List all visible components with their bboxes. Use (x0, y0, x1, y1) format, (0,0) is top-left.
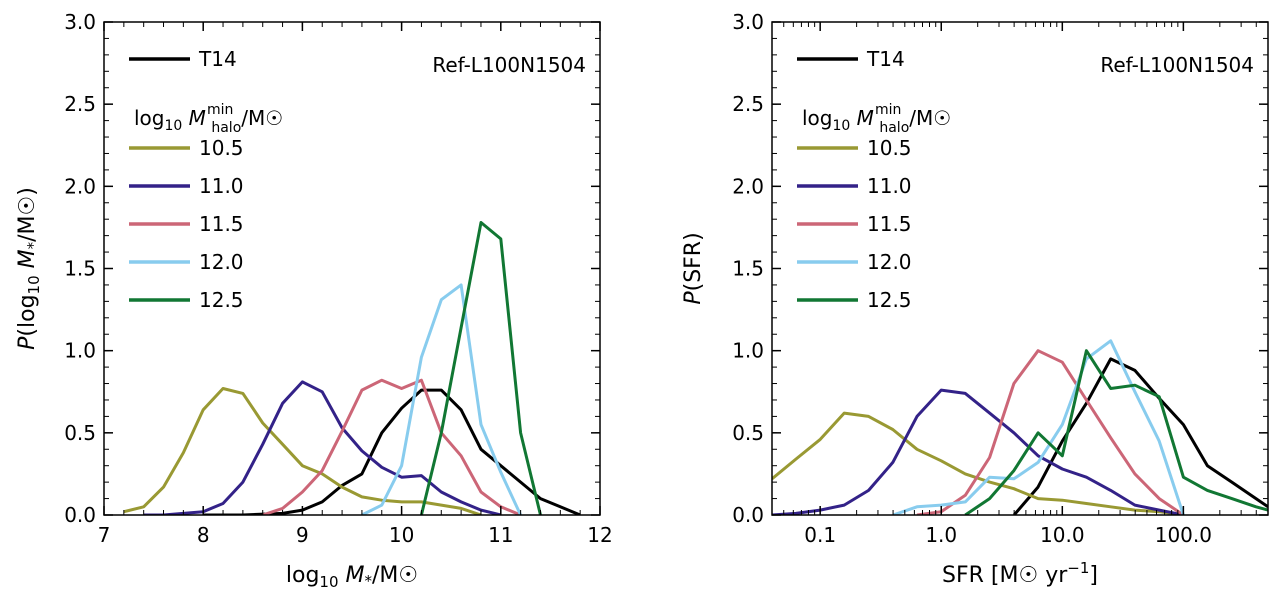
y-axis-label: P(log10 M*/M☉) (15, 187, 43, 350)
y-tick-label: 1.5 (64, 257, 96, 281)
legend-label-10.5: 10.5 (867, 136, 912, 160)
series-group (772, 341, 1268, 515)
x-tick-label: 10.0 (1040, 523, 1085, 547)
x-tick-label: 12 (587, 523, 612, 547)
series-line-12.5 (421, 223, 540, 516)
legend-label-12.0: 12.0 (867, 250, 912, 274)
y-tick-label: 2.5 (64, 92, 96, 116)
y-tick-label: 0.0 (64, 503, 96, 527)
legend-label-T14: T14 (198, 47, 237, 71)
legend: T14 log10 Mmin halo/M☉10.5 11.0 11.5 12.0 12.5 (129, 47, 283, 312)
x-tick-label: 1.0 (925, 523, 957, 547)
legend-label-12.0: 12.0 (199, 250, 244, 274)
y-tick-label: 1.0 (64, 339, 96, 363)
annotation-label: Ref-L100N1504 (1100, 53, 1254, 77)
series-line-T14 (1014, 359, 1268, 515)
y-tick-label: 2.5 (732, 92, 764, 116)
x-axis-label: log10 M*/M☉ (286, 563, 418, 591)
y-axis-label: P(SFR) (681, 232, 706, 304)
x-tick-label: 11 (488, 523, 513, 547)
legend-title: log10 Mmin halo/M☉ (802, 102, 951, 136)
legend-label-12.5: 12.5 (199, 288, 244, 312)
legend-label-T14: T14 (866, 47, 905, 71)
y-tick-label: 2.0 (64, 174, 96, 198)
y-tick-label: 1.5 (732, 257, 764, 281)
y-tick-label: 0.0 (732, 503, 764, 527)
legend-label-11.5: 11.5 (867, 212, 912, 236)
y-tick-label: 0.5 (732, 421, 764, 445)
legend-label-10.5: 10.5 (199, 136, 244, 160)
legend-title: log10 Mmin halo/M☉ (134, 102, 283, 136)
legend: T14 log10 Mmin halo/M☉10.5 11.0 11.5 12.0 12.5 (797, 47, 951, 312)
series-line-12.0 (362, 285, 521, 515)
y-tick-label: 3.0 (732, 10, 764, 34)
annotation-label: Ref-L100N1504 (432, 53, 586, 77)
legend-label-12.5: 12.5 (867, 288, 912, 312)
series-line-10.5 (772, 413, 1183, 515)
y-tick-label: 0.5 (64, 421, 96, 445)
x-tick-label: 9 (296, 523, 309, 547)
series-line-11.5 (263, 380, 521, 515)
x-tick-label: 100.0 (1155, 523, 1212, 547)
x-tick-label: 10 (389, 523, 414, 547)
series-line-11.5 (917, 351, 1183, 515)
legend-label-11.0: 11.0 (867, 174, 912, 198)
x-axis-label: SFR [M☉ yr−1] (942, 559, 1098, 588)
y-tick-label: 3.0 (64, 10, 96, 34)
series-line-12.5 (965, 351, 1268, 515)
panel-2: 0.0 0.5 1.0 1.5 2.0 2.5 3.0 0.1 1.0 10.0 100.0 Ref-… (681, 10, 1268, 588)
x-tick-label: 8 (197, 523, 210, 547)
legend-label-11.5: 11.5 (199, 212, 244, 236)
y-tick-label: 2.0 (732, 174, 764, 198)
x-tick-label: 7 (98, 523, 111, 547)
y-tick-label: 1.0 (732, 339, 764, 363)
x-tick-label: 0.1 (804, 523, 836, 547)
series-group (124, 223, 580, 516)
panel-1: 0.0 0.5 1.0 1.5 2.0 2.5 3.0 7 8 9 10 11 12 Ref-L100N1… (15, 10, 613, 591)
legend-label-11.0: 11.0 (199, 174, 244, 198)
